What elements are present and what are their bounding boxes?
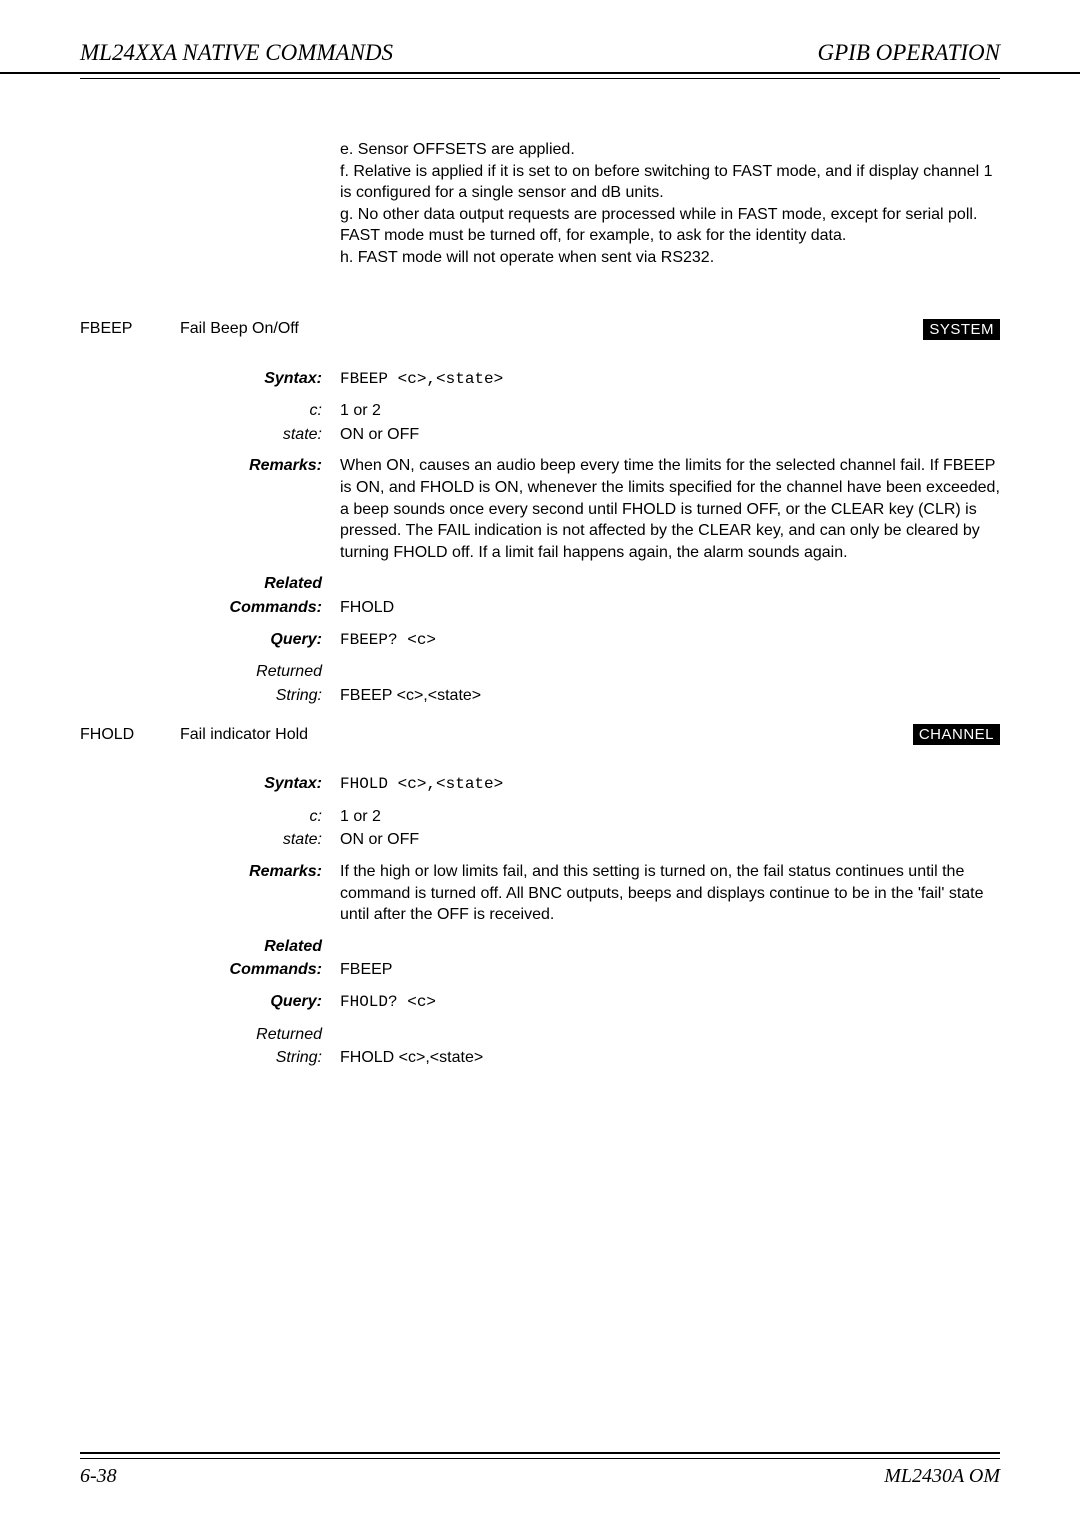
returned-label2: String:: [80, 1047, 340, 1069]
fbeep-returned: FBEEP <c>,<state>: [340, 685, 1000, 707]
fhold-desc: Fail indicator Hold: [180, 726, 913, 744]
page-number: 6-38: [80, 1465, 117, 1488]
fbeep-related-row1: Related: [80, 573, 1000, 595]
header-left: ML24XXA NATIVE COMMANDS: [80, 40, 393, 66]
fhold-state: ON or OFF: [340, 829, 1000, 851]
fbeep-query: FBEEP? <c>: [340, 629, 1000, 652]
state-label: state:: [80, 829, 340, 851]
header-right: GPIB OPERATION: [818, 40, 1000, 66]
fhold-returned-row2: String: FHOLD <c>,<state>: [80, 1047, 1000, 1069]
syntax-label: Syntax:: [80, 773, 340, 796]
fhold-remarks-row: Remarks: If the high or low limits fail,…: [80, 861, 1000, 926]
fbeep-state: ON or OFF: [340, 424, 1000, 446]
fbeep-c-row: c: 1 or 2: [80, 400, 1000, 422]
system-badge: SYSTEM: [923, 319, 1000, 340]
note-f: f. Relative is applied if it is set to o…: [340, 161, 1000, 204]
fhold-c-row: c: 1 or 2: [80, 806, 1000, 828]
remarks-label: Remarks:: [80, 861, 340, 926]
fbeep-remarks: When ON, causes an audio beep every time…: [340, 455, 1000, 563]
fhold-query-row: Query: FHOLD? <c>: [80, 991, 1000, 1014]
fbeep-returned-row2: String: FBEEP <c>,<state>: [80, 685, 1000, 707]
note-h: h. FAST mode will not operate when sent …: [340, 247, 1000, 269]
fhold-related-row1: Related: [80, 936, 1000, 958]
related-label2: Commands:: [80, 597, 340, 619]
fbeep-syntax: FBEEP <c>,<state>: [340, 368, 1000, 391]
fbeep-name: FBEEP: [80, 320, 180, 338]
note-g: g. No other data output requests are pro…: [340, 204, 1000, 247]
fbeep-query-row: Query: FBEEP? <c>: [80, 629, 1000, 652]
related-label1: Related: [80, 573, 340, 595]
syntax-label: Syntax:: [80, 368, 340, 391]
fhold-syntax-row: Syntax: FHOLD <c>,<state>: [80, 773, 1000, 796]
fbeep-related: FHOLD: [340, 597, 1000, 619]
fbeep-state-row: state: ON or OFF: [80, 424, 1000, 446]
fbeep-syntax-row: Syntax: FBEEP <c>,<state>: [80, 368, 1000, 391]
fbeep-desc: Fail Beep On/Off: [180, 320, 923, 338]
note-e: e. Sensor OFFSETS are applied.: [340, 139, 1000, 161]
fhold-header: FHOLD Fail indicator Hold CHANNEL: [80, 724, 1000, 745]
fbeep-c: 1 or 2: [340, 400, 1000, 422]
query-label: Query:: [80, 629, 340, 652]
fhold-c: 1 or 2: [340, 806, 1000, 828]
remarks-label: Remarks:: [80, 455, 340, 563]
page-header: ML24XXA NATIVE COMMANDS GPIB OPERATION: [0, 0, 1080, 74]
returned-label1: Returned: [80, 661, 340, 683]
related-label1: Related: [80, 936, 340, 958]
header-rule: [80, 78, 1000, 79]
channel-badge: CHANNEL: [913, 724, 1000, 745]
c-label: c:: [80, 806, 340, 828]
main-content: e. Sensor OFFSETS are applied. f. Relati…: [0, 139, 1080, 1069]
fbeep-remarks-row: Remarks: When ON, causes an audio beep e…: [80, 455, 1000, 563]
doc-id: ML2430A OM: [884, 1465, 1000, 1488]
fhold-state-row: state: ON or OFF: [80, 829, 1000, 851]
returned-label2: String:: [80, 685, 340, 707]
state-label: state:: [80, 424, 340, 446]
query-label: Query:: [80, 991, 340, 1014]
c-label: c:: [80, 400, 340, 422]
fhold-related: FBEEP: [340, 959, 1000, 981]
fbeep-header: FBEEP Fail Beep On/Off SYSTEM: [80, 319, 1000, 340]
fhold-returned: FHOLD <c>,<state>: [340, 1047, 1000, 1069]
fbeep-returned-row1: Returned: [80, 661, 1000, 683]
fhold-syntax: FHOLD <c>,<state>: [340, 773, 1000, 796]
returned-label1: Returned: [80, 1024, 340, 1046]
fhold-query: FHOLD? <c>: [340, 991, 1000, 1014]
notes-block: e. Sensor OFFSETS are applied. f. Relati…: [340, 139, 1000, 269]
fhold-remarks: If the high or low limits fail, and this…: [340, 861, 1000, 926]
fhold-returned-row1: Returned: [80, 1024, 1000, 1046]
fhold-name: FHOLD: [80, 726, 180, 744]
footer-rule: 6-38 ML2430A OM: [80, 1458, 1000, 1488]
fbeep-related-row2: Commands: FHOLD: [80, 597, 1000, 619]
related-label2: Commands:: [80, 959, 340, 981]
page-footer: 6-38 ML2430A OM: [80, 1452, 1000, 1488]
fhold-related-row2: Commands: FBEEP: [80, 959, 1000, 981]
